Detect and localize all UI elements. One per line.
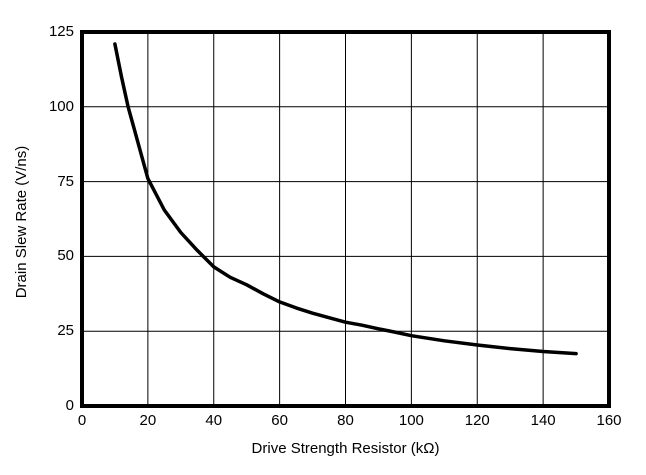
x-tick-label: 80	[337, 412, 354, 429]
y-tick-label: 0	[65, 397, 74, 414]
plot-area	[80, 30, 611, 408]
y-axis-title: Drain Slew Rate (V/ns)	[13, 145, 30, 299]
x-tick-label: 140	[530, 412, 556, 429]
x-tick-label: 0	[77, 412, 87, 429]
y-tick-label: 125	[48, 23, 74, 40]
x-tick-label: 120	[464, 412, 490, 429]
y-tick-label: 50	[57, 247, 74, 265]
series-curve	[113, 42, 578, 356]
x-tick-label: 100	[398, 412, 424, 429]
plot-canvas	[80, 30, 611, 408]
x-tick-label: 60	[271, 412, 288, 429]
x-tick-label: 40	[205, 412, 223, 429]
plot-frame	[80, 30, 611, 408]
x-axis-title: Drive Strength Resistor (kΩ)	[251, 440, 440, 457]
x-tick-label: 160	[596, 412, 622, 429]
y-tick-label: 25	[57, 322, 74, 340]
y-tick-label: 75	[57, 172, 74, 190]
y-tick-label: 100	[48, 97, 74, 115]
x-tick-label: 20	[139, 412, 157, 429]
